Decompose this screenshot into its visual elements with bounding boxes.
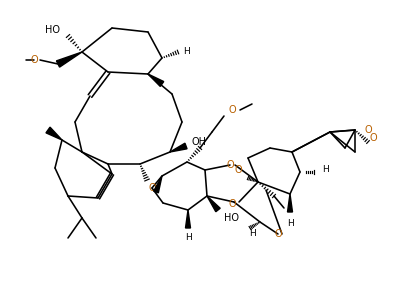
Text: O: O xyxy=(228,105,236,115)
Text: O: O xyxy=(234,165,242,175)
Text: HO: HO xyxy=(45,25,60,35)
Text: O: O xyxy=(30,55,38,65)
Polygon shape xyxy=(288,194,292,212)
Text: H: H xyxy=(286,219,294,228)
Text: H: H xyxy=(183,46,190,56)
Text: O: O xyxy=(364,125,372,135)
Text: H: H xyxy=(249,230,255,238)
Text: O: O xyxy=(148,183,156,193)
Text: O: O xyxy=(370,133,378,143)
Polygon shape xyxy=(170,143,187,152)
Polygon shape xyxy=(56,52,82,67)
Text: OH: OH xyxy=(192,137,207,147)
Text: O: O xyxy=(228,199,236,209)
Polygon shape xyxy=(154,176,162,193)
Polygon shape xyxy=(46,127,62,140)
Text: H: H xyxy=(185,234,192,242)
Polygon shape xyxy=(207,196,220,212)
Text: H: H xyxy=(322,166,329,175)
Text: O: O xyxy=(274,229,282,239)
Text: HO: HO xyxy=(224,213,239,223)
Polygon shape xyxy=(186,210,191,228)
Polygon shape xyxy=(148,74,164,86)
Text: O: O xyxy=(226,160,234,170)
